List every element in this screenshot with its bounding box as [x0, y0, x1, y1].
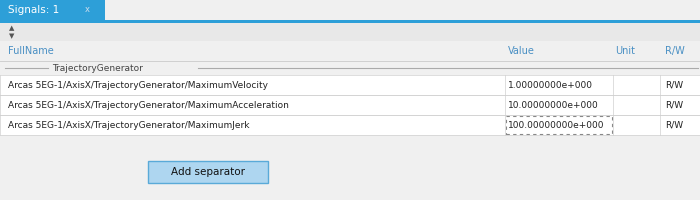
Text: x: x	[85, 5, 90, 15]
Text: 100.00000000e+000: 100.00000000e+000	[508, 120, 605, 130]
Bar	[0, 20, 700, 23]
Text: ▼: ▼	[9, 33, 15, 39]
Text: Unit: Unit	[615, 46, 635, 56]
FancyBboxPatch shape	[148, 161, 268, 183]
Bar	[0, 115, 700, 135]
Text: ▲: ▲	[9, 25, 15, 31]
Bar	[0, 23, 700, 41]
Text: Add separator: Add separator	[171, 167, 245, 177]
Text: 1.00000000e+000: 1.00000000e+000	[508, 81, 593, 90]
Text: FullName: FullName	[8, 46, 54, 56]
Text: R/W: R/W	[665, 46, 685, 56]
Text: Arcas 5EG-1/AxisX/TrajectoryGenerator/MaximumAcceleration: Arcas 5EG-1/AxisX/TrajectoryGenerator/Ma…	[8, 100, 289, 110]
Text: Arcas 5EG-1/AxisX/TrajectoryGenerator/MaximumJerk: Arcas 5EG-1/AxisX/TrajectoryGenerator/Ma…	[8, 120, 249, 130]
Bar	[0, 95, 700, 115]
Text: Arcas 5EG-1/AxisX/TrajectoryGenerator/MaximumVelocity: Arcas 5EG-1/AxisX/TrajectoryGenerator/Ma…	[8, 81, 268, 90]
Bar	[0, 41, 700, 61]
Bar	[0, 75, 700, 95]
Text: R/W: R/W	[665, 120, 683, 130]
Bar	[0, 0, 105, 20]
Text: 10.00000000e+000: 10.00000000e+000	[508, 100, 598, 110]
Text: TrajectoryGenerator: TrajectoryGenerator	[52, 64, 143, 73]
Text: Signals: 1: Signals: 1	[8, 5, 60, 15]
Text: R/W: R/W	[665, 100, 683, 110]
Text: Value: Value	[508, 46, 535, 56]
Text: R/W: R/W	[665, 81, 683, 90]
